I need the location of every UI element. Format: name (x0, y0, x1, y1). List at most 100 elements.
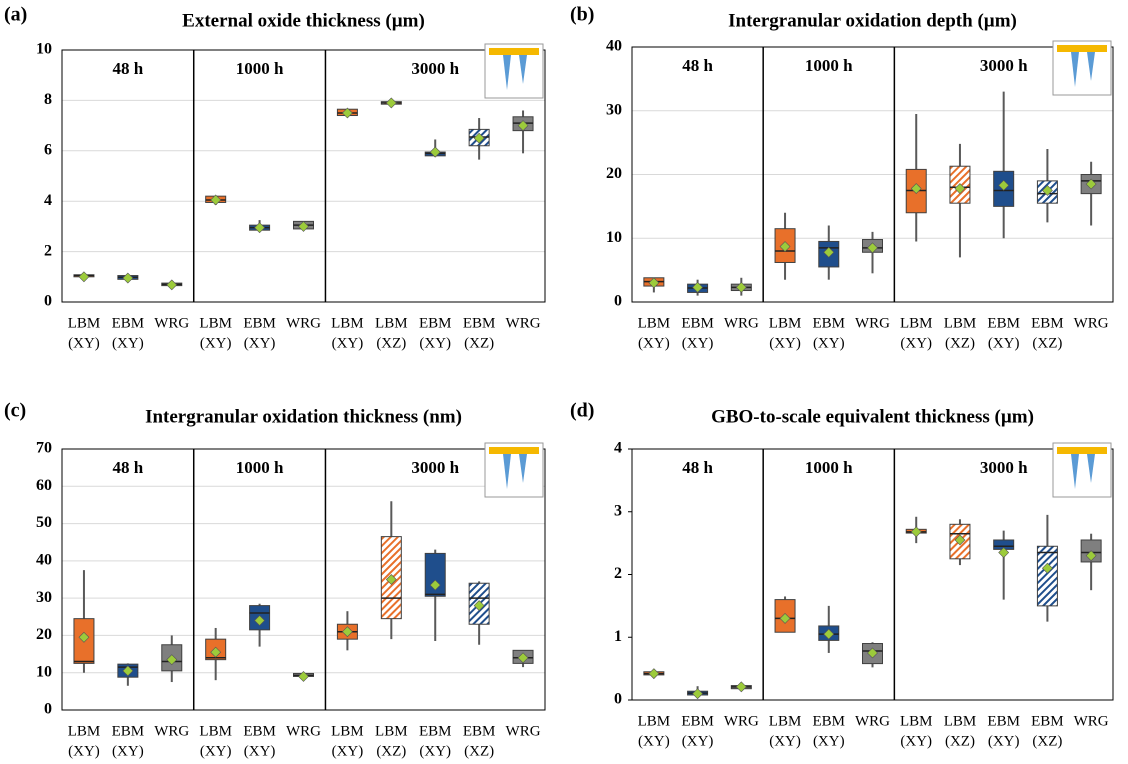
mean-marker (998, 179, 1010, 191)
mean-marker (648, 277, 660, 289)
y-tick-label: 8 (44, 91, 52, 108)
group-label: 48 h (113, 458, 144, 477)
x-tick-label: WRG (154, 723, 189, 739)
x-tick-label: (XY) (244, 743, 276, 759)
x-tick-label: LBM (199, 723, 232, 739)
x-tick-label: EBM (243, 315, 276, 331)
x-tick-label: EBM (419, 315, 452, 331)
plot-frame (61, 448, 546, 711)
x-tick-label: LBM (331, 315, 364, 331)
panel-label: (d) (570, 400, 594, 422)
box (1036, 545, 1058, 607)
mean-marker (385, 574, 397, 585)
mean-marker (298, 220, 309, 232)
y-tick-label: 10 (36, 41, 52, 58)
y-tick-label: 30 (606, 101, 622, 118)
y-tick-label: 2 (44, 242, 52, 259)
x-tick-label: WRG (855, 315, 890, 331)
x-tick-label: WRG (1074, 713, 1109, 729)
mean-marker (648, 668, 660, 680)
x-tick-label: EBM (463, 723, 496, 739)
x-tick-label: EBM (813, 713, 846, 729)
x-tick-label: WRG (286, 315, 321, 331)
y-tick-label: 20 (606, 165, 622, 182)
x-tick-label: LBM (944, 713, 977, 729)
plot-frame (631, 46, 1114, 303)
mean-marker (954, 534, 966, 546)
inset-icon-scale (489, 447, 539, 454)
x-tick-label: (XY) (200, 743, 232, 759)
x-tick-label: WRG (724, 315, 759, 331)
panel-label: (a) (4, 4, 27, 26)
y-tick-label: 4 (614, 440, 622, 457)
mean-marker (823, 246, 835, 258)
inset-icon-scale (1057, 45, 1107, 52)
x-tick-label: (XY) (682, 335, 714, 351)
mean-marker (254, 615, 266, 626)
x-tick-label: (XY) (988, 335, 1020, 351)
mean-marker (1041, 185, 1053, 196)
x-tick-label: LBM (944, 315, 977, 331)
x-tick-label: (XY) (988, 733, 1020, 749)
x-tick-label: LBM (375, 315, 408, 331)
group-label: 3000 h (980, 458, 1028, 477)
y-tick-label: 50 (36, 514, 52, 531)
x-tick-label: LBM (900, 315, 933, 331)
x-tick-label: (XZ) (945, 335, 975, 351)
plot-frame (631, 448, 1114, 701)
y-tick-label: 4 (44, 192, 52, 209)
mean-marker (122, 665, 134, 677)
x-tick-label: (XY) (244, 335, 276, 351)
x-tick-label: (XY) (769, 733, 801, 749)
mean-marker (867, 647, 878, 659)
mean-marker (823, 628, 835, 640)
inset-icon-scale (1057, 447, 1107, 454)
x-tick-label: LBM (638, 713, 671, 729)
x-tick-label: (XY) (332, 335, 364, 351)
group-label: 48 h (113, 59, 144, 78)
x-tick-label: WRG (154, 315, 189, 331)
x-tick-label: EBM (463, 315, 496, 331)
x-tick-label: (XY) (200, 335, 232, 351)
x-tick-label: (XY) (419, 743, 451, 759)
mean-marker (166, 279, 178, 291)
x-tick-label: (XY) (682, 733, 714, 749)
group-label: 3000 h (980, 56, 1028, 75)
y-tick-label: 0 (614, 293, 622, 310)
x-tick-label: (XY) (638, 733, 670, 749)
mean-marker (910, 183, 922, 194)
mean-marker (341, 626, 353, 638)
x-tick-label: EBM (112, 723, 145, 739)
x-tick-label: (XZ) (464, 335, 494, 351)
x-tick-label: WRG (286, 723, 321, 739)
mean-marker (692, 281, 704, 293)
group-label: 1000 h (805, 458, 853, 477)
mean-marker (779, 241, 791, 252)
y-tick-label: 0 (44, 701, 52, 718)
x-tick-label: (XY) (112, 335, 144, 351)
chart-title: External oxide thickness (µm) (182, 10, 425, 31)
mean-marker (779, 613, 791, 624)
y-tick-label: 0 (44, 293, 52, 310)
x-tick-label: (XZ) (464, 743, 494, 759)
x-tick-label: EBM (681, 315, 714, 331)
x-tick-label: EBM (813, 315, 846, 331)
mean-marker (166, 654, 178, 666)
mean-marker (692, 688, 704, 700)
panel-label: (b) (570, 4, 594, 26)
y-tick-label: 70 (36, 440, 52, 457)
inset-icon-scale (489, 48, 539, 55)
x-tick-label: (XZ) (945, 733, 975, 749)
y-tick-label: 10 (606, 229, 622, 246)
inset-icon-oxide (1071, 52, 1079, 87)
x-tick-label: LBM (199, 315, 232, 331)
chart-title: Intergranular oxidation depth (µm) (728, 10, 1017, 31)
x-tick-label: (XY) (900, 335, 932, 351)
mean-marker (735, 681, 747, 693)
group-label: 1000 h (236, 59, 284, 78)
y-tick-label: 40 (36, 552, 52, 569)
mean-marker (254, 222, 266, 234)
x-tick-label: WRG (506, 723, 541, 739)
inset-icon-oxide (519, 454, 527, 483)
